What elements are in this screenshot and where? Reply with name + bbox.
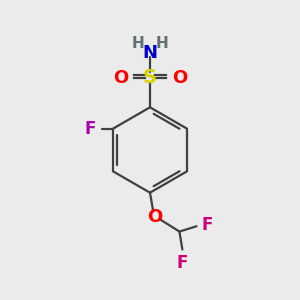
Text: H: H: [131, 37, 144, 52]
Text: F: F: [85, 120, 96, 138]
Text: F: F: [177, 254, 188, 272]
Text: F: F: [201, 216, 213, 234]
Text: H: H: [156, 37, 169, 52]
Text: O: O: [113, 69, 128, 87]
Text: O: O: [147, 208, 162, 226]
Text: O: O: [172, 69, 187, 87]
Text: N: N: [142, 44, 158, 62]
Text: S: S: [143, 68, 157, 87]
